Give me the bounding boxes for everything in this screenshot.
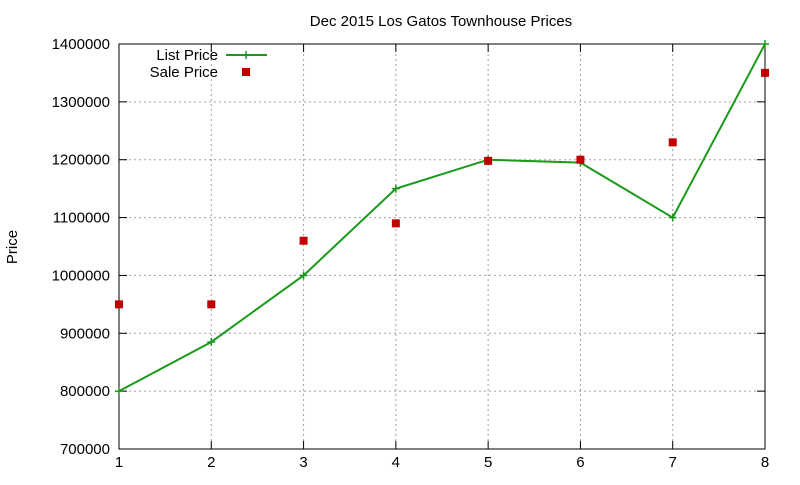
- x-tick-label: 5: [484, 454, 492, 471]
- data-point: [484, 156, 493, 165]
- plot-frame: [118, 43, 766, 450]
- data-point: [668, 138, 677, 147]
- legend-marker: [242, 68, 250, 76]
- x-tick-label: 2: [207, 454, 215, 471]
- y-tick-label: 1400000: [52, 36, 110, 53]
- series-1: [115, 68, 769, 309]
- data-point: [761, 68, 769, 77]
- x-tick-label: 4: [392, 454, 400, 471]
- y-tick-label: 700000: [60, 441, 110, 458]
- legend-label: Sale Price: [150, 64, 218, 81]
- grid: [119, 44, 765, 449]
- y-tick-label: 1300000: [52, 94, 110, 111]
- data-point: [207, 337, 216, 346]
- y-tick-label: 900000: [60, 325, 110, 342]
- series-line: [118, 43, 766, 393]
- axis-ticks: 700000 800000 900000 1000000 1100000 1200000 1…: [52, 36, 770, 471]
- y-tick-label: 800000: [60, 383, 110, 400]
- legend-label: List Price: [156, 47, 218, 64]
- y-axis-label: Price: [4, 230, 21, 264]
- data-point: [299, 271, 308, 280]
- y-tick-label: 1100000: [53, 210, 110, 227]
- series-0: [115, 40, 769, 396]
- series: [115, 40, 769, 396]
- data-point: [299, 236, 308, 245]
- data-point: [391, 219, 400, 228]
- chart-title: Dec 2015 Los Gatos Townhouse Prices: [310, 13, 572, 30]
- legend-marker: [242, 51, 250, 59]
- data-point: [668, 213, 677, 222]
- x-tick-label: 6: [576, 454, 584, 471]
- x-tick-label: 1: [115, 454, 123, 471]
- y-tick-label: 1200000: [52, 152, 110, 169]
- y-tick-label: 1000000: [52, 267, 110, 284]
- x-tick-label: 7: [669, 454, 677, 471]
- data-point: [207, 300, 216, 309]
- data-point: [576, 155, 585, 164]
- data-point: [391, 184, 400, 193]
- data-point: [761, 40, 769, 48]
- x-tick-label: 3: [299, 454, 307, 471]
- x-tick-label: 8: [761, 454, 769, 471]
- data-point: [115, 387, 123, 396]
- data-point: [115, 300, 123, 309]
